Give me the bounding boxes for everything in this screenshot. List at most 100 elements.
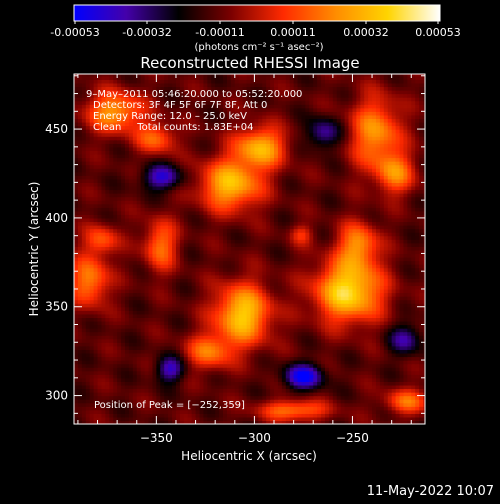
heatmap-cell	[105, 349, 110, 353]
heatmap-cell	[137, 317, 142, 321]
heatmap-cell	[407, 275, 412, 279]
heatmap-cell	[400, 413, 405, 417]
heatmap-cell	[384, 335, 389, 339]
heatmap-cell	[86, 353, 91, 357]
heatmap-cell	[239, 285, 244, 289]
heatmap-cell	[349, 399, 354, 403]
heatmap-cell	[380, 271, 385, 275]
heatmap-cell	[168, 229, 173, 233]
heatmap-cell	[286, 367, 291, 371]
heatmap-cell	[82, 229, 87, 233]
heatmap-cell	[152, 289, 157, 293]
heatmap-cell	[388, 349, 393, 353]
heatmap-cell	[200, 339, 205, 343]
heatmap-cell	[282, 250, 287, 254]
heatmap-cell	[152, 253, 157, 257]
heatmap-cell	[86, 250, 91, 254]
heatmap-cell	[278, 257, 283, 261]
heatmap-cell	[74, 271, 79, 275]
heatmap-cell	[196, 353, 201, 357]
heatmap-cell	[317, 282, 322, 286]
heatmap-cell	[239, 317, 244, 321]
heatmap-cell	[282, 406, 287, 410]
heatmap-cell	[188, 371, 193, 375]
heatmap-cell	[286, 310, 291, 314]
heatmap-cell	[411, 285, 416, 289]
heatmap-cell	[317, 417, 322, 421]
heatmap-cell	[372, 321, 377, 325]
heatmap-cell	[247, 321, 252, 325]
heatmap-cell	[192, 257, 197, 261]
heatmap-cell	[294, 282, 299, 286]
heatmap-cell	[78, 300, 83, 304]
heatmap-cell	[117, 314, 122, 318]
heatmap-cell	[411, 229, 416, 233]
heatmap-cell	[270, 406, 275, 410]
heatmap-cell	[160, 296, 165, 300]
heatmap-cell	[247, 253, 252, 257]
heatmap-cell	[145, 261, 150, 265]
heatmap-cell	[305, 332, 310, 336]
heatmap-cell	[184, 378, 189, 382]
heatmap-cell	[129, 310, 134, 314]
heatmap-cell	[90, 268, 95, 272]
heatmap-cell	[258, 349, 263, 353]
heatmap-cell	[152, 243, 157, 247]
heatmap-cell	[101, 335, 106, 339]
heatmap-cell	[121, 339, 126, 343]
heatmap-cell	[368, 392, 373, 396]
heatmap-cell	[294, 246, 299, 250]
heatmap-cell	[384, 289, 389, 293]
heatmap-cell	[325, 325, 330, 329]
heatmap-cell	[321, 253, 326, 257]
heatmap-cell	[349, 303, 354, 307]
heatmap-cell	[274, 236, 279, 240]
heatmap-cell	[376, 339, 381, 343]
heatmap-cell	[415, 399, 420, 403]
heatmap-cell	[196, 229, 201, 233]
heatmap-cell	[90, 310, 95, 314]
heatmap-cell	[109, 346, 114, 350]
heatmap-cell	[247, 328, 252, 332]
heatmap-cell	[349, 353, 354, 357]
heatmap-cell	[266, 349, 271, 353]
heatmap-cell	[392, 246, 397, 250]
heatmap-cell	[411, 314, 416, 318]
heatmap-cell	[360, 303, 365, 307]
heatmap-cell	[243, 246, 248, 250]
heatmap-cell	[149, 314, 154, 318]
heatmap-cell	[345, 317, 350, 321]
heatmap-cell	[152, 314, 157, 318]
heatmap-cell	[400, 321, 405, 325]
heatmap-cell	[403, 388, 408, 392]
heatmap-cell	[352, 403, 357, 407]
heatmap-cell	[298, 356, 303, 360]
heatmap-cell	[109, 229, 114, 233]
heatmap-cell	[90, 303, 95, 307]
heatmap-cell	[101, 307, 106, 311]
heatmap-cell	[286, 328, 291, 332]
heatmap-cell	[152, 367, 157, 371]
heatmap-cell	[168, 317, 173, 321]
heatmap-cell	[145, 417, 150, 421]
heatmap-cell	[372, 332, 377, 336]
heatmap-cell	[156, 321, 161, 325]
heatmap-cell	[141, 253, 146, 257]
heatmap-cell	[258, 413, 263, 417]
heatmap-cell	[188, 246, 193, 250]
heatmap-cell	[98, 325, 103, 329]
heatmap-cell	[411, 335, 416, 339]
heatmap-cell	[219, 271, 224, 275]
heatmap-cell	[329, 296, 334, 300]
heatmap-cell	[101, 282, 106, 286]
heatmap-cell	[239, 289, 244, 293]
heatmap-cell	[368, 289, 373, 293]
heatmap-cell	[250, 321, 255, 325]
heatmap-cell	[356, 293, 361, 297]
heatmap-cell	[325, 300, 330, 304]
heatmap-cell	[235, 236, 240, 240]
heatmap-cell	[192, 388, 197, 392]
heatmap-cell	[380, 250, 385, 254]
heatmap-cell	[278, 396, 283, 400]
heatmap-cell	[243, 293, 248, 297]
